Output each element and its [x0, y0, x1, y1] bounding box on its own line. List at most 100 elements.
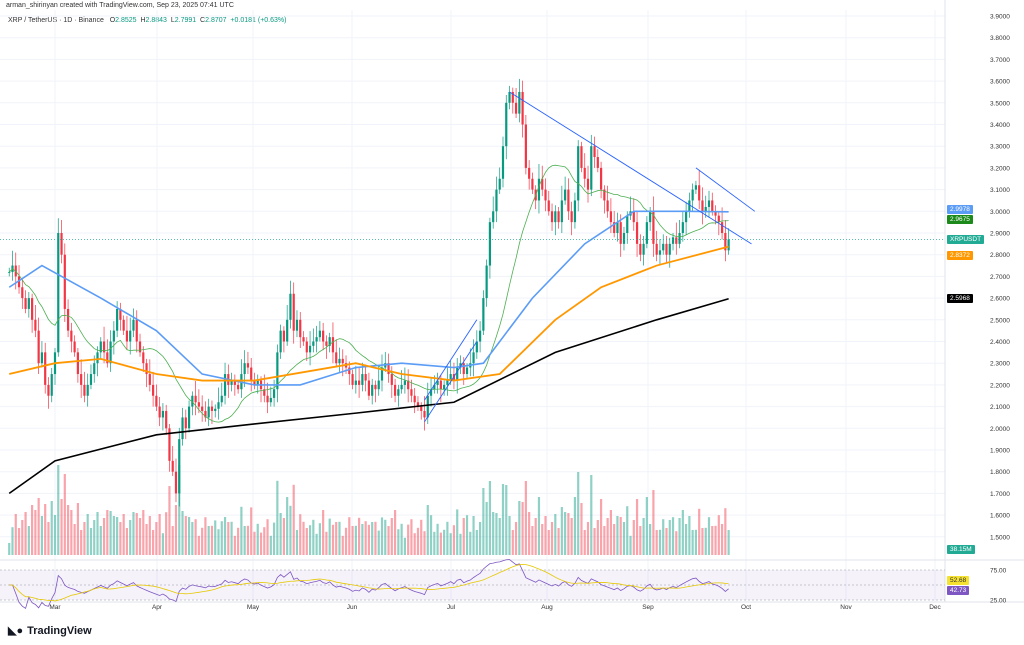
volume-bar [668, 520, 671, 555]
candle-body [531, 178, 534, 190]
volume-bar [17, 528, 21, 555]
volume-bar [426, 505, 429, 555]
volume-bar [629, 535, 632, 555]
candle-body [508, 91, 511, 103]
volume-bar [410, 519, 413, 555]
candle-body [420, 406, 423, 411]
volume-bar [580, 503, 583, 555]
volume-bar [138, 518, 142, 555]
candle-body [112, 330, 115, 342]
candle-body [40, 352, 44, 364]
volume-bar [488, 481, 492, 555]
candle-body [691, 189, 694, 201]
volume-bar [420, 519, 423, 555]
candle-body [603, 189, 606, 201]
volume-bar [407, 524, 410, 555]
y-tick-label: 1.6000 [990, 513, 1010, 520]
volume-bar [171, 526, 174, 555]
ma-blue-line [8, 210, 729, 386]
volume-bar [289, 505, 292, 555]
volume-bar [577, 472, 580, 555]
volume-bar [720, 524, 724, 555]
candle-body [714, 211, 717, 216]
volume-bar [586, 522, 590, 555]
candle-body [223, 374, 227, 396]
volume-bar [354, 525, 357, 555]
volume-bar [462, 518, 465, 555]
volume-bar [89, 528, 93, 555]
candle-body [403, 380, 406, 385]
candle-body [152, 384, 155, 396]
volume-bar [387, 526, 390, 555]
volume-bar [204, 517, 207, 555]
y-tick-label: 3.7000 [990, 57, 1010, 64]
volume-bar [599, 499, 603, 555]
candle-body [564, 189, 567, 201]
volume-bar [178, 465, 181, 555]
volume-bar [250, 507, 253, 555]
volume-bar [76, 503, 79, 555]
volume-bar [282, 518, 285, 555]
symbol-name[interactable]: XRP / TetherUS · 1D · Binance [8, 17, 104, 24]
volume-bar [465, 515, 469, 555]
candle-body [361, 374, 364, 385]
volume-bar [305, 528, 308, 555]
candle-body [583, 167, 586, 179]
volume-bar [99, 526, 102, 555]
candle-body [354, 380, 357, 385]
volume-bar [727, 530, 730, 555]
volume-bar [312, 519, 315, 555]
volume-bar [573, 497, 577, 555]
candle-body [606, 200, 609, 212]
candle-body [174, 471, 178, 494]
volume-bar [452, 525, 456, 555]
candle-body [479, 330, 482, 342]
candle-body [341, 358, 344, 364]
volume-bar [253, 531, 256, 555]
volume-bar [194, 519, 197, 555]
candle-body [367, 380, 371, 396]
candle-body [299, 319, 302, 338]
candle-body [230, 380, 233, 385]
volume-bar [459, 533, 462, 555]
candle-body [276, 352, 279, 390]
volume-bar [351, 526, 354, 555]
candle-body [439, 380, 442, 390]
volume-bar [328, 518, 331, 555]
open-label: O [109, 17, 116, 24]
volume-bar [227, 522, 230, 555]
volume-bar [341, 535, 344, 555]
candle-body [145, 363, 148, 375]
candle-body [295, 319, 299, 331]
candle-body [492, 211, 495, 223]
volume-bar [475, 530, 478, 555]
candle-body [720, 222, 724, 233]
candle-body [129, 330, 132, 342]
candle-body [717, 215, 720, 223]
candle-body [102, 341, 106, 353]
candle-body [407, 380, 410, 390]
candle-body [514, 102, 518, 114]
volume-bar [397, 529, 400, 555]
candle-body [282, 330, 285, 342]
volume-bar [286, 497, 289, 555]
candle-body [655, 243, 658, 255]
candle-body [279, 330, 282, 353]
volume-bar [109, 511, 112, 555]
candle-body [593, 146, 596, 158]
volume-bar [207, 526, 210, 555]
volume-bar [707, 517, 711, 555]
candle-body [724, 233, 727, 251]
candle-body [495, 189, 498, 212]
volume-bar [498, 518, 501, 555]
volume-bar [528, 512, 531, 555]
volume-bar [685, 524, 688, 555]
volume-bar [11, 527, 14, 555]
volume-bar [508, 516, 511, 555]
candle-body [358, 380, 361, 385]
volume-bar [413, 533, 416, 555]
x-tick-label: May [247, 604, 260, 611]
volume-bar [53, 515, 57, 555]
candle-body [70, 330, 73, 342]
